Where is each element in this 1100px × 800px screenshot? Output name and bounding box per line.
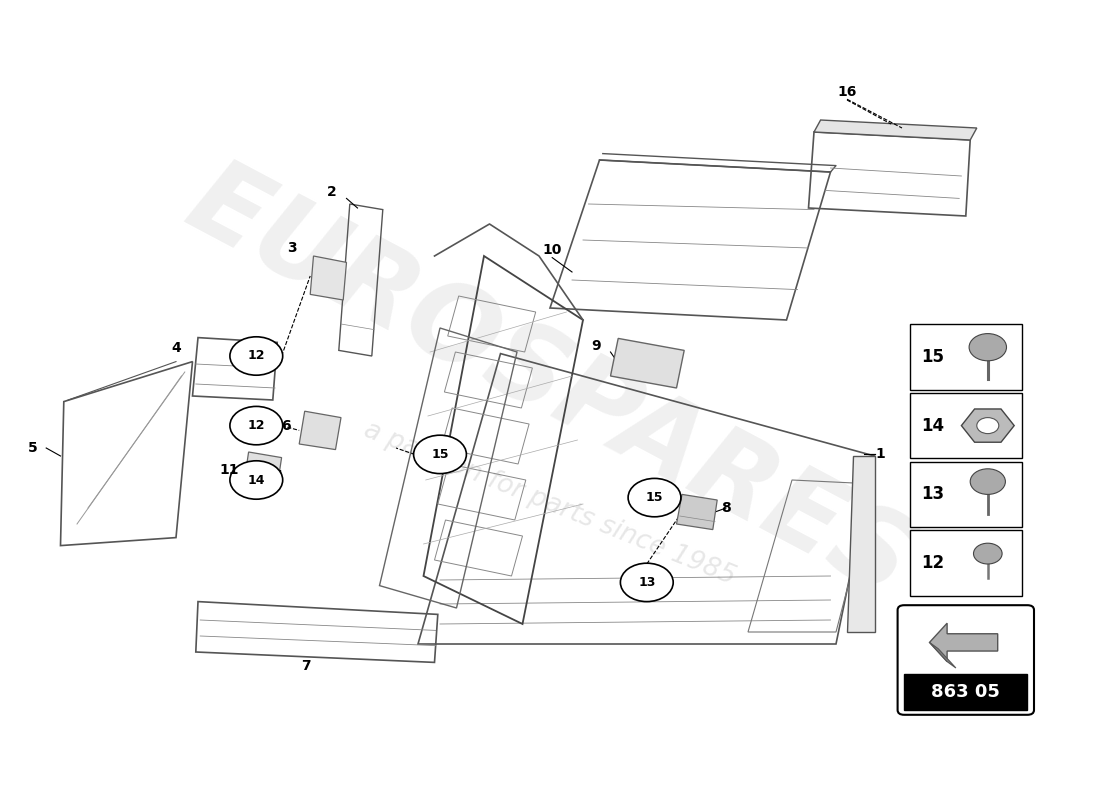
Text: 14: 14	[248, 474, 265, 486]
Circle shape	[977, 418, 999, 434]
Circle shape	[628, 478, 681, 517]
FancyBboxPatch shape	[910, 324, 1022, 390]
Text: 2: 2	[328, 185, 337, 199]
Polygon shape	[930, 623, 998, 662]
Text: 15: 15	[921, 348, 944, 366]
Text: 5: 5	[29, 441, 37, 455]
Text: 16: 16	[837, 85, 857, 99]
Text: 6: 6	[282, 418, 290, 433]
Text: 12: 12	[248, 419, 265, 432]
Polygon shape	[961, 409, 1014, 442]
FancyBboxPatch shape	[910, 530, 1022, 596]
Polygon shape	[847, 456, 874, 632]
Circle shape	[970, 469, 1005, 494]
Text: 10: 10	[542, 242, 562, 257]
FancyBboxPatch shape	[898, 605, 1034, 715]
Circle shape	[620, 563, 673, 602]
Text: 12: 12	[921, 554, 944, 572]
FancyBboxPatch shape	[910, 462, 1022, 527]
Text: 9: 9	[592, 338, 601, 353]
FancyBboxPatch shape	[910, 393, 1022, 458]
Circle shape	[230, 406, 283, 445]
FancyBboxPatch shape	[904, 674, 1027, 710]
Text: 13: 13	[638, 576, 656, 589]
Circle shape	[974, 543, 1002, 564]
Polygon shape	[299, 411, 341, 450]
Circle shape	[230, 461, 283, 499]
Text: 15: 15	[431, 448, 449, 461]
Text: 8: 8	[722, 501, 730, 515]
Text: 863 05: 863 05	[932, 683, 1000, 701]
Text: a passion for parts since 1985: a passion for parts since 1985	[361, 418, 739, 590]
Text: EUROSPARES: EUROSPARES	[170, 148, 929, 620]
Text: 13: 13	[921, 486, 944, 503]
Text: 3: 3	[287, 241, 296, 255]
Text: 11: 11	[219, 463, 239, 478]
Polygon shape	[244, 452, 282, 486]
Polygon shape	[676, 494, 717, 530]
Text: 7: 7	[301, 658, 310, 673]
Circle shape	[414, 435, 466, 474]
Circle shape	[969, 334, 1006, 361]
Text: 15: 15	[646, 491, 663, 504]
Polygon shape	[814, 120, 977, 140]
Polygon shape	[930, 642, 956, 668]
Text: 12: 12	[248, 350, 265, 362]
Circle shape	[230, 337, 283, 375]
Polygon shape	[610, 338, 684, 388]
Text: 14: 14	[921, 417, 944, 434]
Text: 1: 1	[876, 447, 884, 462]
Text: 4: 4	[172, 341, 180, 355]
Polygon shape	[310, 256, 346, 300]
